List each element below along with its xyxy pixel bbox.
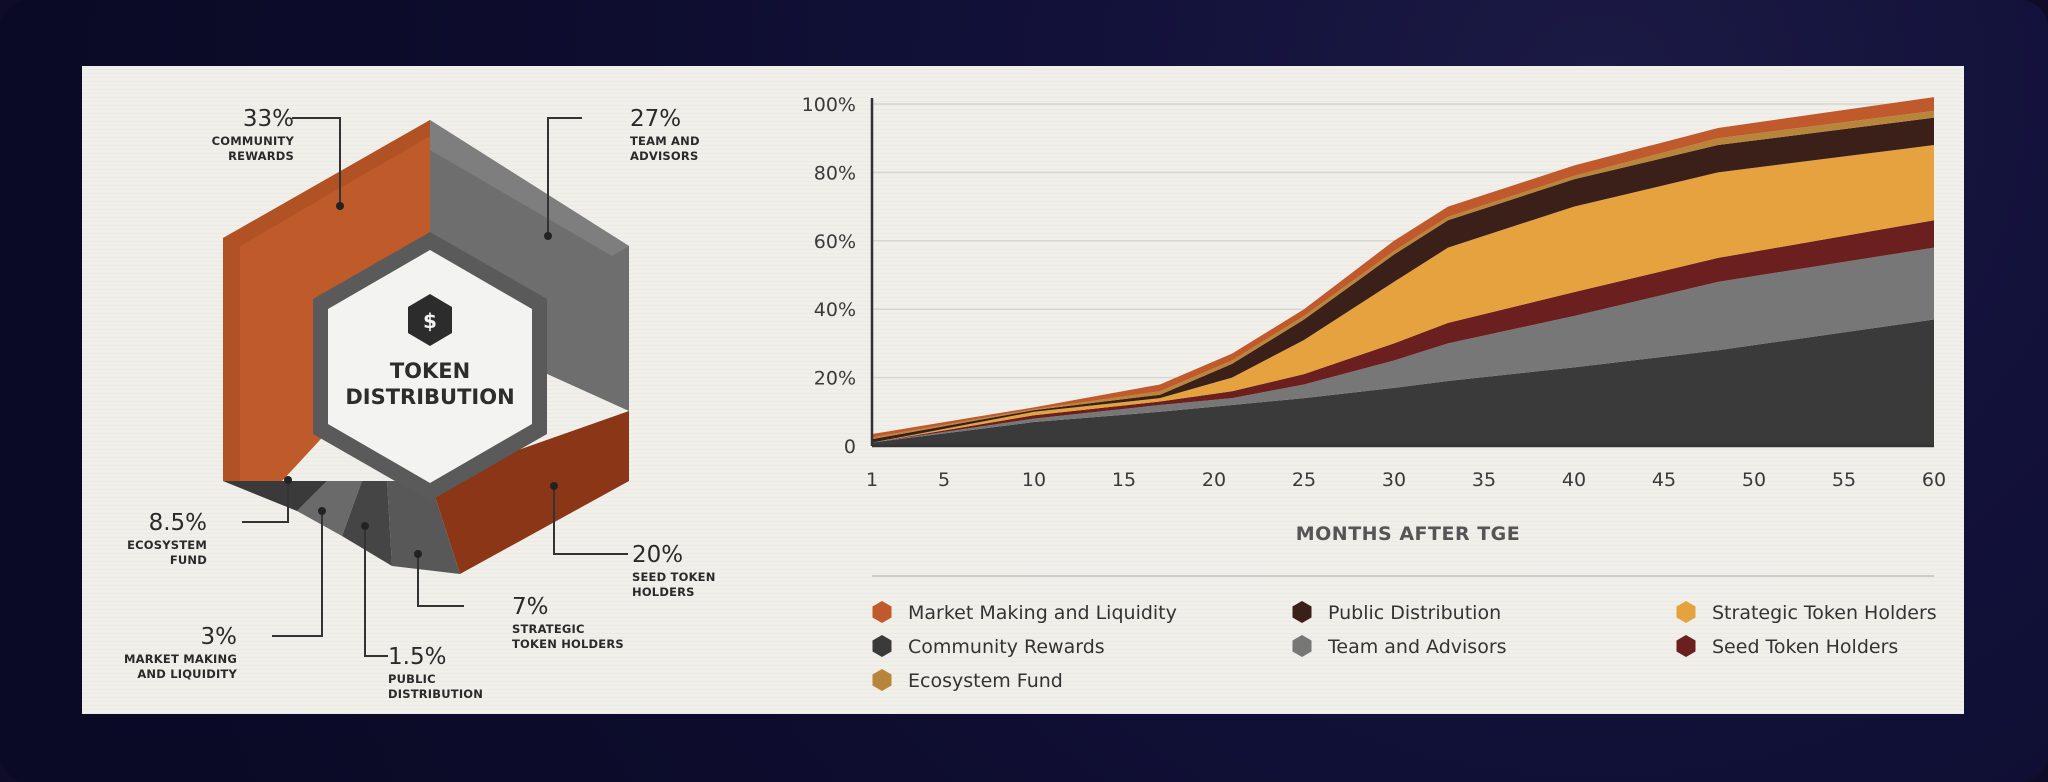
legend-swatch [872,635,892,657]
x-tick-labels: 1 5 10 15 20 25 30 35 40 45 50 55 60 [866,469,1946,491]
x-tick-label: 60 [1922,469,1946,491]
svg-text:MARKET MAKING: MARKET MAKING [124,652,237,666]
legend-swatch [872,601,892,623]
label-community-rewards: 33% COMMUNITY REWARDS [212,106,295,163]
svg-text:PUBLIC: PUBLIC [388,672,436,686]
svg-text:SEED TOKEN: SEED TOKEN [632,570,716,584]
token-distribution-hexagon: $ TOKEN DISTRIBUTION 33% COMMUNITY REWAR… [124,106,716,701]
label-ecosystem-fund: 8.5% ECOSYSTEM FUND [127,510,207,567]
svg-text:TEAM AND: TEAM AND [630,134,700,148]
svg-text:7%: 7% [512,594,549,620]
x-tick-label: 5 [938,469,950,491]
y-tick-labels: 0 20% 40% 60% 80% 100% [802,94,856,458]
x-tick-label: 15 [1112,469,1136,491]
chart-legend: Market Making and Liquidity Public Distri… [872,601,1937,692]
chart-axes [870,98,1934,448]
chart-areas [872,97,1934,446]
legend-label: Seed Token Holders [1712,636,1898,658]
center-hexagon [328,250,532,483]
center-title-line1: TOKEN [390,359,470,383]
label-market-making: 3% MARKET MAKING AND LIQUIDITY [124,624,237,681]
legend-label: Team and Advisors [1327,636,1507,658]
y-tick-label: 60% [814,231,856,253]
y-tick-label: 40% [814,299,856,321]
y-tick-label: 100% [802,94,856,116]
center-title-line2: DISTRIBUTION [345,385,514,409]
x-tick-label: 35 [1472,469,1496,491]
leader-lines [242,117,628,657]
svg-text:8.5%: 8.5% [149,510,207,536]
y-tick-label: 80% [814,162,856,184]
svg-text:ECOSYSTEM: ECOSYSTEM [127,538,207,552]
segment-team-highlight [430,120,629,256]
x-tick-label: 30 [1382,469,1406,491]
x-tick-label: 50 [1742,469,1766,491]
legend-swatch [872,669,892,691]
svg-text:DISTRIBUTION: DISTRIBUTION [388,687,483,701]
x-tick-label: 45 [1652,469,1676,491]
legend-swatch [1292,635,1312,657]
svg-text:1.5%: 1.5% [388,644,446,670]
x-tick-label: 20 [1202,469,1226,491]
svg-text:20%: 20% [632,542,683,568]
segment-strategic [387,481,460,574]
x-tick-label: 55 [1832,469,1856,491]
label-seed-token-holders: 20% SEED TOKEN HOLDERS [632,542,716,599]
legend-label: Community Rewards [908,636,1105,658]
svg-text:COMMUNITY: COMMUNITY [212,134,295,148]
svg-text:STRATEGIC: STRATEGIC [512,622,585,636]
segment-ecosystem [223,481,327,511]
area-team-and-advisors [872,247,1934,443]
legend-swatch [1676,635,1696,657]
legend-swatch [1292,601,1312,623]
svg-text:FUND: FUND [170,553,207,567]
area-strategic-token-holders [872,145,1934,443]
label-team-advisors: 27% TEAM AND ADVISORS [630,106,700,163]
x-axis-label: MONTHS AFTER TGE [1296,523,1521,545]
area-seed-token-holders [872,220,1934,443]
area-public-distribution [872,117,1934,443]
x-tick-label: 40 [1562,469,1586,491]
svg-text:TOKEN HOLDERS: TOKEN HOLDERS [512,637,624,651]
svg-text:33%: 33% [243,106,294,132]
y-tick-label: 20% [814,368,856,390]
legend-label: Strategic Token Holders [1712,602,1937,624]
x-tick-label: 10 [1022,469,1046,491]
svg-text:27%: 27% [630,106,681,132]
x-tick-label: 25 [1292,469,1316,491]
legend-label: Market Making and Liquidity [908,602,1177,624]
segment-seed-token-holders [430,411,629,574]
legend-label: Public Distribution [1328,602,1501,624]
legend-label: Ecosystem Fund [908,670,1063,692]
svg-text:3%: 3% [201,624,238,650]
legend-swatch [1676,601,1696,623]
area-community-rewards [872,319,1934,446]
x-tick-label: 1 [866,469,878,491]
svg-text:AND LIQUIDITY: AND LIQUIDITY [137,667,237,681]
y-tick-label: 0 [844,436,856,458]
segment-community-shade [223,120,430,481]
svg-text:$: $ [423,309,437,333]
svg-text:ADVISORS: ADVISORS [630,149,698,163]
label-strategic-token-holders: 7% STRATEGIC TOKEN HOLDERS [512,594,624,651]
dollar-hexagon-icon: $ [408,294,452,346]
svg-text:REWARDS: REWARDS [228,149,294,163]
svg-text:HOLDERS: HOLDERS [632,585,695,599]
label-public-distribution: 1.5% PUBLIC DISTRIBUTION [388,644,483,701]
